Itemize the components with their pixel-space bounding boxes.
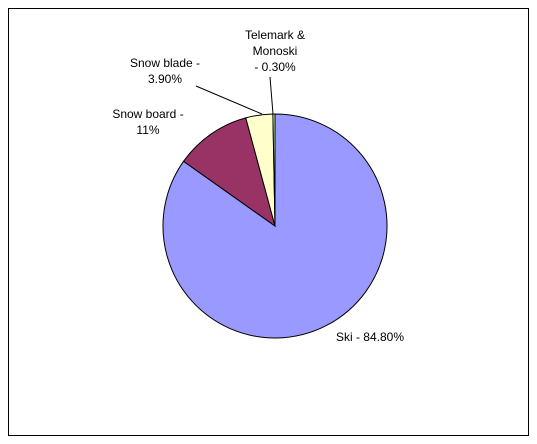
leader-line xyxy=(269,76,274,115)
slice-label: - 0.30% xyxy=(254,60,296,74)
slice-label: Snow blade - xyxy=(130,56,200,70)
pie-slice xyxy=(272,113,276,227)
slice-label: Telemark & xyxy=(245,28,305,42)
slice-label: Ski - 84.80% xyxy=(336,330,404,344)
pie-slice xyxy=(182,117,276,228)
slice-label: Snow board - xyxy=(112,107,183,121)
leader-line xyxy=(195,85,263,115)
slice-label: 3.90% xyxy=(148,72,182,86)
slice-label: Monoski xyxy=(253,44,298,58)
slice-label: 11% xyxy=(136,123,159,137)
